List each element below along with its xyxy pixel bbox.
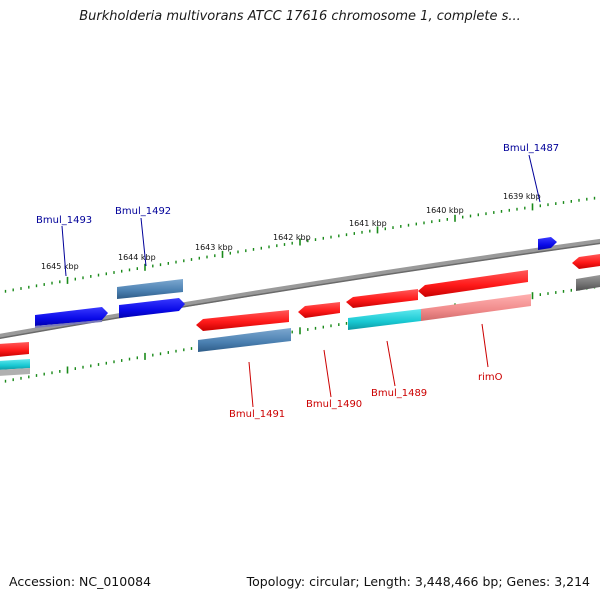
label-bmul-1492[interactable]: Bmul_1492 [115,206,171,217]
label-bmul-1491[interactable]: Bmul_1491 [229,409,285,420]
label-bmul-1487[interactable]: Bmul_1487 [503,143,559,154]
gene-red-c[interactable] [346,289,418,308]
chromosome-backbone-shadow [0,242,600,339]
gene-bmul-1492[interactable] [119,298,185,318]
scale-label-1639: 1639 kbp [503,192,541,201]
leader-bmul-1492 [140,217,147,267]
gene-bmul-1493-shadow [35,320,102,328]
leader-rimo [481,323,489,368]
outer-gene-track [0,237,600,357]
gene-rimo-feature[interactable] [421,294,531,321]
gene-red-b[interactable] [298,302,340,318]
label-bmul-1493[interactable]: Bmul_1493 [36,215,92,226]
leader-bmul-1489 [386,340,396,387]
gene-bmul-1489-feature[interactable] [348,309,421,330]
inner-gene-track [0,275,600,376]
label-bmul-1490[interactable]: Bmul_1490 [306,399,362,410]
scale-label-1643: 1643 kbp [195,243,233,252]
gene-red-a[interactable] [196,310,289,331]
gene-gray-right[interactable] [576,275,600,291]
genome-stats-text: Topology: circular; Length: 3,448,466 bp… [246,574,590,589]
scale-label-1644: 1644 kbp [118,253,156,262]
label-rimo[interactable]: rimO [478,372,503,383]
scale-label-1640: 1640 kbp [426,206,464,215]
scale-label-1642: 1642 kbp [273,233,311,242]
gene-bmul-1491-feature[interactable] [198,328,291,352]
gene-red-e[interactable] [572,254,600,269]
scale-label-1641: 1641 kbp [349,219,387,228]
gene-bmul-1492-feature[interactable] [117,279,183,299]
leader-bmul-1490 [323,349,332,398]
outer-scale-ticks [4,196,596,293]
leader-bmul-1487 [528,154,541,203]
label-bmul-1489[interactable]: Bmul_1489 [371,388,427,399]
gene-bmul-1487[interactable] [538,237,557,250]
accession-text: Accession: NC_010084 [9,574,152,589]
gene-red-left[interactable] [0,342,29,357]
leader-bmul-1493 [61,225,67,277]
gene-gray-left[interactable] [0,368,30,376]
gene-labels: Bmul_1493 Bmul_1492 Bmul_1487 Bmul_1491 … [36,143,559,420]
gene-red-d[interactable] [418,270,528,297]
scale-label-1645: 1645 kbp [41,262,79,271]
label-leaders [61,154,541,408]
scale-labels: 1645 kbp 1644 kbp 1643 kbp 1642 kbp 1641… [41,192,541,271]
leader-bmul-1491 [248,361,254,408]
gene-bmul-1493[interactable] [35,307,108,326]
gene-cyan-left[interactable] [0,359,30,370]
map-title: Burkholderia multivorans ATCC 17616 chro… [79,9,521,24]
